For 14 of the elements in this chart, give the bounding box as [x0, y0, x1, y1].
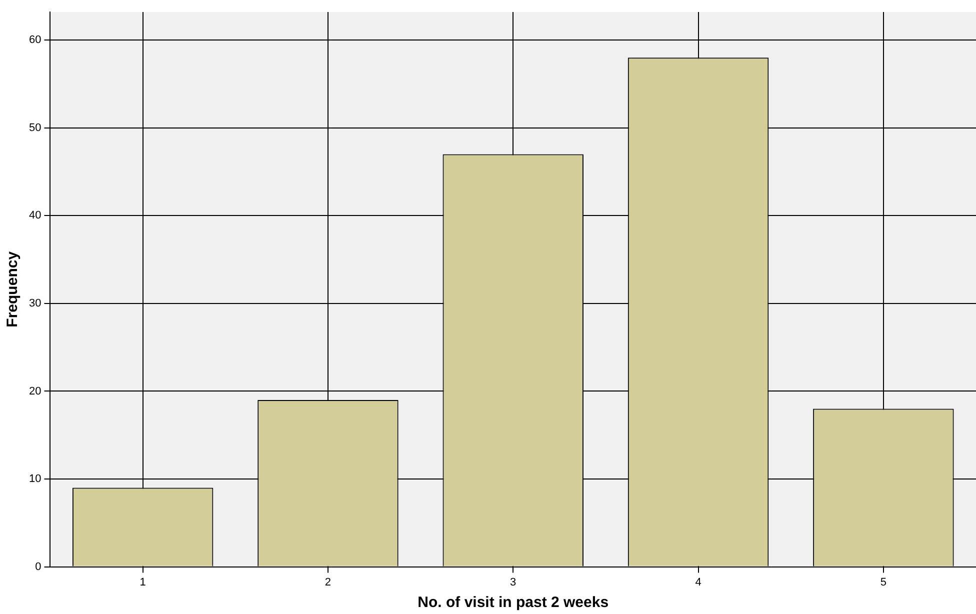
x-tick-label: 5 — [880, 576, 886, 588]
y-tick-label: 40 — [28, 210, 42, 222]
x-tick-label: 2 — [324, 576, 332, 588]
x-tick-label: 3 — [510, 576, 516, 588]
y-tick-label: 20 — [28, 385, 42, 398]
x-tick-label: 4 — [695, 576, 702, 588]
x-axis-title: No. of visit in past 2 weeks — [418, 594, 609, 612]
y-tick-label: 0 — [35, 560, 42, 573]
y-tick-label: 50 — [28, 122, 42, 134]
y-axis-title: Frequency — [4, 250, 22, 328]
y-tick-label: 30 — [28, 297, 42, 310]
x-tick-label: 1 — [140, 576, 146, 588]
y-tick-label: 10 — [28, 473, 42, 486]
y-tick-label: 60 — [28, 34, 42, 46]
